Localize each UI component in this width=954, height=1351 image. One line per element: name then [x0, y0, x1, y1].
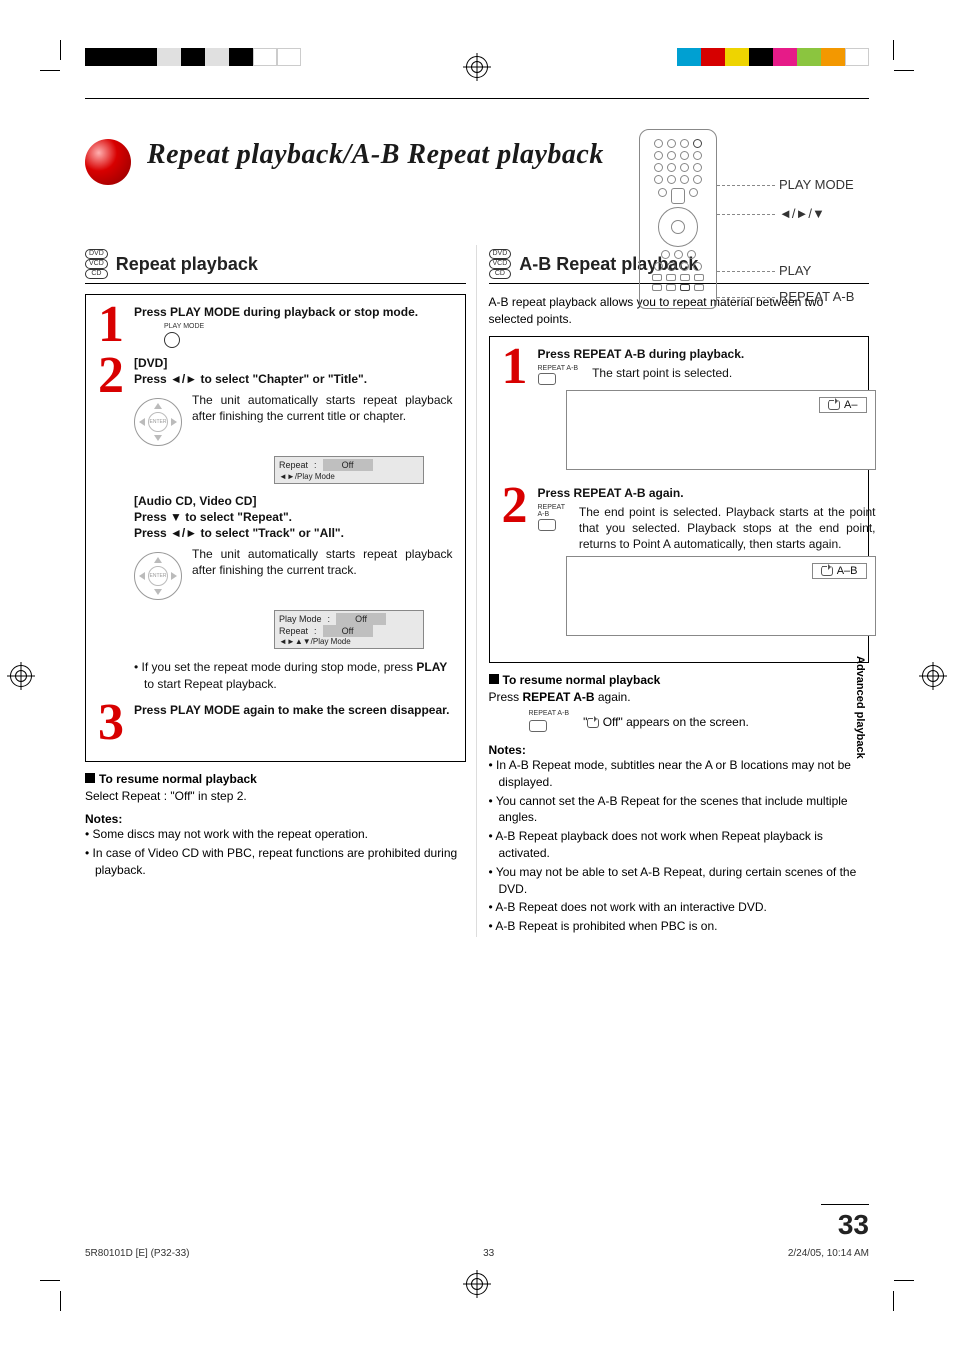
osd-box-2: Play Mode:Off Repeat:Off ◄►▲▼/Play Mode [274, 610, 424, 649]
step1-text: Press PLAY MODE during playback or stop … [134, 305, 453, 319]
registration-mark-icon [10, 665, 32, 687]
resume-head-left: To resume normal playback [85, 772, 466, 786]
color-strip-right [677, 48, 869, 66]
disc-icons: DVD VCD CD [85, 249, 108, 279]
note-item: A-B Repeat is prohibited when PBC is on. [499, 918, 870, 935]
callout-play-mode: PLAY MODE [779, 177, 854, 192]
section-head-repeat: DVD VCD CD Repeat playback [85, 245, 466, 284]
title-row: Repeat playback/A-B Repeat playback PLAY… [85, 139, 869, 185]
resume-head-right: To resume normal playback [489, 673, 870, 687]
print-footer: 5R80101D [E] (P32-33) 33 2/24/05, 10:14 … [85, 1228, 869, 1259]
note-item: A-B Repeat playback does not work when R… [499, 828, 870, 862]
step3-text: Press PLAY MODE again to make the screen… [134, 703, 453, 717]
step-number-2: 2 [98, 356, 128, 695]
notes-list-left: Some discs may not work with the repeat … [85, 826, 466, 878]
callout-repeat-ab: REPEAT A-B [779, 289, 854, 304]
dvd-head: [DVD] [134, 356, 453, 370]
footer-left: 5R80101D [E] (P32-33) [85, 1248, 190, 1259]
loop-icon [828, 400, 840, 410]
note-item: A-B Repeat does not work with an interac… [499, 899, 870, 916]
page-title: Repeat playback/A-B Repeat playback [147, 139, 604, 171]
step-number-1: 1 [98, 305, 128, 348]
screen-tag-ab: A–B [812, 563, 867, 579]
notes-head-right: Notes: [489, 743, 870, 757]
ab-step2-sub: The end point is selected. Playback star… [579, 504, 876, 553]
page-content: Repeat playback/A-B Repeat playback PLAY… [85, 90, 869, 1241]
screen-tag-a: A– [819, 397, 866, 413]
step2-bullet: If you set the repeat mode during stop m… [144, 659, 453, 693]
note-item: In case of Video CD with PBC, repeat fun… [95, 845, 466, 879]
step2-desc: The unit automatically starts repeat pla… [192, 392, 453, 424]
loop-icon [587, 718, 599, 728]
footer-right: 2/24/05, 10:14 AM [788, 1248, 869, 1259]
note-item: In A-B Repeat mode, subtitles near the A… [499, 757, 870, 791]
step-number-3: 3 [98, 703, 128, 743]
section-title-repeat: Repeat playback [116, 254, 258, 275]
button-circle-icon [164, 332, 180, 348]
red-sphere-icon [85, 139, 131, 185]
dvd-sub: Press ◄/► to select "Chapter" or "Title"… [134, 372, 453, 386]
notes-list-right: In A-B Repeat mode, subtitles near the A… [489, 757, 870, 935]
side-tab: Advanced playback [851, 650, 869, 765]
resume-body-left: Select Repeat : "Off" in step 2. [85, 788, 466, 805]
note-item: You may not be able to set A-B Repeat, d… [499, 864, 870, 898]
footer-center: 33 [483, 1248, 494, 1259]
color-strip-left [85, 48, 301, 66]
resume-body-right: Press REPEAT A-B again. [489, 689, 870, 706]
remote-icon [639, 129, 717, 309]
step-box-right: 1 Press REPEAT A-B during playback. REPE… [489, 336, 870, 664]
resume-off-text: " Off" appears on the screen. [583, 714, 749, 731]
cd-sub1: Press ▼ to select "Repeat". [134, 510, 453, 524]
button-outline-icon [538, 373, 556, 385]
step-number-2: 2 [502, 486, 532, 645]
registration-mark-icon [466, 56, 488, 78]
note-item: You cannot set the A-B Repeat for the sc… [499, 793, 870, 827]
registration-mark-icon [922, 665, 944, 687]
step-number-1: 1 [502, 347, 532, 478]
callout-arrows: ◄/►/▼ [779, 206, 825, 221]
note-item: Some discs may not work with the repeat … [95, 826, 466, 843]
step-box-left: 1 Press PLAY MODE during playback or sto… [85, 294, 466, 762]
cd-head: [Audio CD, Video CD] [134, 494, 453, 508]
callout-play: PLAY [779, 263, 811, 278]
osd-box-1: Repeat:Off ◄►/Play Mode [274, 456, 424, 484]
ab-step1-sub: The start point is selected. [592, 365, 732, 382]
repeat-ab-label: REPEAT A-B [538, 504, 565, 518]
ab-step2-head: Press REPEAT A-B again. [538, 486, 876, 500]
notes-head-left: Notes: [85, 812, 466, 826]
enter-dpad-icon [134, 552, 182, 600]
registration-mark-icon [466, 1273, 488, 1295]
loop-icon [821, 566, 833, 576]
remote-diagram: PLAY MODE ◄/►/▼ PLAY REPEAT A-B [639, 129, 869, 349]
left-column: DVD VCD CD Repeat playback 1 Press PLAY … [85, 245, 477, 937]
button-outline-icon [529, 720, 547, 732]
top-rule [85, 98, 869, 99]
button-outline-icon [538, 519, 556, 531]
screen-box-ab: A–B [566, 556, 876, 636]
step2-cd-desc: The unit automatically starts repeat pla… [192, 546, 453, 578]
enter-dpad-icon [134, 398, 182, 446]
repeat-ab-label: REPEAT A-B [538, 365, 579, 372]
play-mode-label: PLAY MODE [164, 323, 453, 330]
screen-box-a: A– [566, 390, 876, 470]
disc-icons: DVD VCD CD [489, 249, 512, 279]
cd-sub2: Press ◄/► to select "Track" or "All". [134, 526, 453, 540]
repeat-ab-label: REPEAT A-B [529, 710, 570, 717]
